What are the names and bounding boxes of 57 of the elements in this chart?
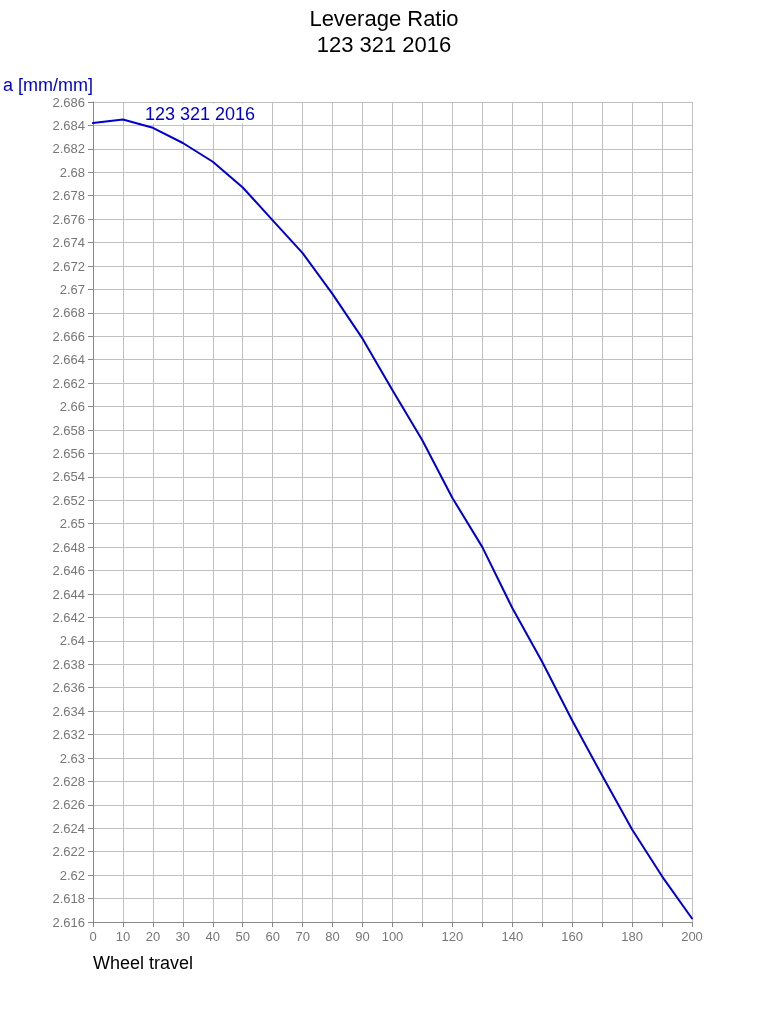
y-tick-label: 2.626 (52, 797, 85, 813)
x-tick-label: 160 (561, 929, 584, 944)
x-axis-title: Wheel travel (92, 953, 194, 973)
x-tick-label: 100 (381, 929, 404, 944)
y-tick-label: 2.648 (52, 539, 85, 555)
y-tick-label: 2.674 (52, 235, 85, 251)
y-tick-label: 2.652 (52, 492, 85, 508)
y-tick-label: 2.632 (52, 727, 85, 743)
y-tick-label: 2.63 (59, 750, 85, 766)
y-tick-label: 2.684 (52, 117, 85, 133)
y-tick-label: 2.668 (52, 305, 85, 321)
y-tick-label: 2.67 (59, 281, 85, 297)
y-tick-label: 2.628 (52, 773, 85, 789)
x-tick-label: 120 (441, 929, 464, 944)
x-tick-label: 80 (325, 929, 340, 944)
y-tick-label: 2.664 (52, 352, 85, 368)
x-tick-label: 140 (501, 929, 524, 944)
y-tick-label: 2.646 (52, 563, 85, 579)
x-tick-label: 70 (295, 929, 310, 944)
x-tick-label: 60 (265, 929, 280, 944)
y-tick-label: 2.672 (52, 258, 85, 274)
y-tick-label: 2.68 (59, 164, 85, 180)
x-tick-label: 200 (681, 929, 703, 944)
y-tick-label: 2.634 (52, 703, 85, 719)
y-tick-label: 2.678 (52, 188, 85, 204)
y-tick-label: 2.658 (52, 422, 85, 438)
chart-title: Leverage Ratio (309, 5, 459, 31)
y-tick-label: 2.662 (52, 375, 85, 391)
y-tick-label: 2.62 (59, 867, 85, 883)
y-tick-label: 2.618 (52, 891, 85, 907)
y-tick-label: 2.682 (52, 141, 85, 157)
y-axis-title: a [mm/mm] (2, 75, 93, 95)
y-tick-label: 2.644 (52, 586, 85, 602)
x-tick-label: 50 (235, 929, 250, 944)
x-tick-label: 10 (115, 929, 131, 944)
y-tick-label: 2.66 (59, 399, 85, 415)
y-tick-label: 2.642 (52, 609, 85, 625)
y-tick-label: 2.666 (52, 328, 85, 344)
x-tick-label: 40 (205, 929, 221, 944)
x-tick-label: 180 (621, 929, 643, 944)
y-tick-label: 2.656 (52, 445, 85, 461)
x-tick-label: 0 (89, 929, 97, 944)
x-tick-label: 30 (175, 929, 191, 944)
y-tick-label: 2.624 (52, 820, 85, 836)
x-tick-label: 90 (355, 929, 370, 944)
x-tick-label: 20 (145, 929, 161, 944)
y-tick-label: 2.638 (52, 656, 85, 672)
y-tick-label: 2.622 (52, 844, 85, 860)
chart-subtitle: 123 321 2016 (316, 31, 452, 57)
y-tick-label: 2.636 (52, 680, 85, 696)
y-tick-label: 2.686 (52, 94, 85, 110)
series-label: 123 321 2016 (144, 103, 256, 124)
y-tick-label: 2.654 (52, 469, 85, 485)
y-tick-label: 2.676 (52, 211, 85, 227)
y-tick-label: 2.64 (59, 633, 85, 649)
y-tick-label: 2.616 (52, 914, 85, 930)
y-tick-label: 2.65 (59, 516, 85, 532)
